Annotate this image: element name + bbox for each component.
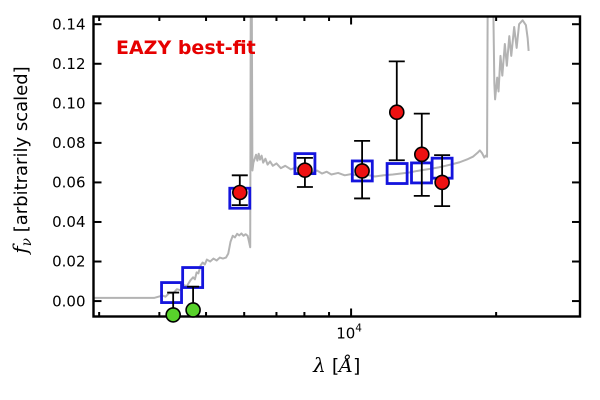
best-fit-spectrum-line (93, 16, 530, 299)
y-tick-label: 0.06 (52, 174, 85, 192)
y-tick-label: 0.12 (52, 55, 85, 73)
observed-photometry-point (434, 174, 450, 191)
template-photometry-point (160, 281, 183, 304)
negative-flux-point (185, 302, 201, 318)
negative-flux-point (165, 307, 181, 323)
observed-photometry-point (413, 146, 430, 163)
y-tick-label: 0.00 (52, 292, 85, 310)
observed-photometry-points (165, 104, 450, 323)
x-axis-label: λ [Å] (312, 353, 360, 377)
observed-photometry-point (354, 163, 370, 179)
y-tick-label: 0.10 (52, 95, 85, 113)
observed-photometry-point (388, 104, 405, 121)
annotation-eazy-best-fit: EAZY best-fit (116, 37, 256, 59)
observed-photometry-point (297, 162, 313, 178)
y-tick-label: 0.02 (52, 253, 85, 271)
template-photometry-point (385, 162, 409, 185)
y-tick-label: 0.08 (52, 134, 85, 152)
error-bars (167, 60, 451, 315)
y-axis-label: fν [arbitrarily scaled] (8, 66, 35, 255)
axis-ticks (93, 16, 580, 317)
axes-frame (92, 15, 582, 318)
y-tick-label: 0.04 (52, 213, 85, 231)
x-tick-label: 104 (336, 323, 362, 343)
observed-photometry-point (231, 184, 248, 201)
y-tick-label: 0.14 (52, 15, 85, 33)
